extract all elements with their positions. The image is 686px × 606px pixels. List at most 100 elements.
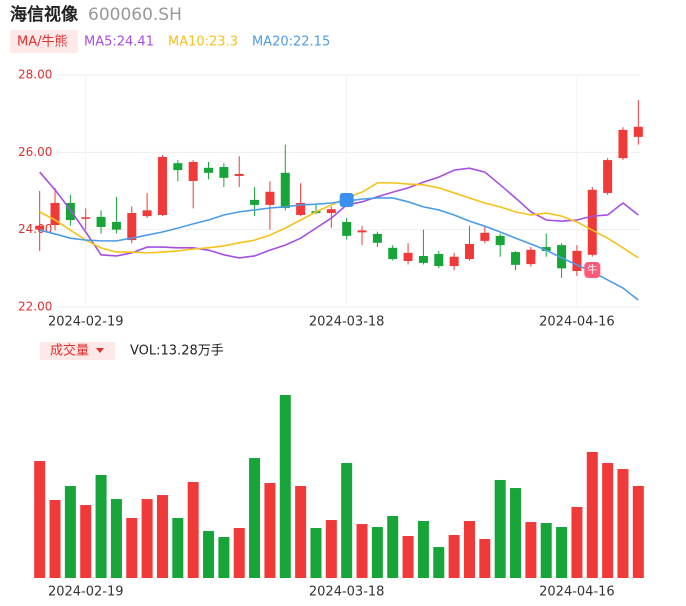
volume-bar	[586, 452, 598, 578]
candle-body	[204, 167, 214, 173]
x-tick-label: 2024-03-18	[309, 315, 385, 330]
volume-bar	[448, 534, 460, 578]
candle-body	[418, 255, 428, 263]
volume-bar	[556, 527, 568, 578]
candle-body	[372, 233, 382, 243]
candle-body	[342, 221, 352, 236]
candle-body	[111, 221, 121, 230]
volume-bar	[356, 524, 368, 578]
candle-body	[65, 202, 75, 220]
x-tick-label: 2024-04-16	[539, 585, 615, 600]
volume-bar	[341, 463, 353, 578]
signal-label: 牛	[587, 263, 597, 276]
volume-bar	[494, 479, 506, 578]
candle-body	[157, 156, 167, 215]
candle-body	[357, 230, 367, 233]
candle-body	[603, 160, 613, 193]
signal-icon	[339, 193, 354, 207]
volume-bar	[371, 527, 383, 578]
volume-bar	[264, 483, 276, 578]
indicator-label[interactable]: MA/牛熊	[17, 34, 68, 50]
volume-bar	[510, 488, 522, 578]
candle-body	[618, 129, 628, 159]
volume-bar	[433, 547, 445, 578]
volume-bar	[387, 516, 399, 578]
x-tick-label: 2024-02-19	[48, 585, 124, 600]
candle-body	[142, 210, 152, 217]
candle-body	[50, 202, 60, 226]
candle-body	[234, 173, 244, 176]
ma-line	[39, 167, 639, 259]
volume-bar	[49, 500, 61, 578]
volume-label: VOL:13.28万手	[130, 344, 224, 359]
volume-bar	[34, 461, 46, 578]
volume-bar	[540, 523, 552, 578]
volume-bar	[249, 458, 261, 578]
volume-bar	[172, 518, 184, 578]
volume-bar	[632, 486, 644, 578]
candle-body	[388, 247, 398, 260]
ma-line	[39, 197, 639, 301]
volume-bar	[417, 520, 429, 578]
candle-body	[464, 243, 474, 260]
candle-body	[557, 245, 567, 269]
volume-bar	[95, 475, 107, 578]
candle-body	[449, 256, 459, 267]
chart-subtitle: 600060.SH	[88, 5, 182, 25]
y-tick-label: 26.00	[18, 145, 52, 159]
candle-body	[188, 162, 198, 181]
candle-body	[541, 247, 551, 251]
legend-entry: MA20:22.15	[252, 35, 330, 50]
candle-body	[572, 250, 582, 272]
volume-bar	[479, 539, 491, 578]
volume-bar	[233, 527, 245, 578]
candle-body	[633, 126, 643, 137]
chart-title: 海信视像	[10, 4, 79, 25]
legend-entry: MA5:24.41	[84, 35, 154, 50]
candle-body	[219, 167, 229, 178]
volume-bar	[218, 536, 230, 578]
volume-bar	[295, 486, 307, 578]
dropdown-arrow[interactable]	[96, 348, 104, 353]
volume-bar	[126, 518, 138, 578]
volume-bar	[402, 536, 414, 578]
y-tick-label: 28.00	[18, 68, 52, 82]
volume-title[interactable]: 成交量	[50, 343, 89, 359]
candle-body	[495, 235, 505, 246]
volume-bar	[463, 520, 475, 578]
volume-bar	[64, 486, 76, 578]
candle-body	[35, 225, 45, 230]
candle-body	[280, 172, 290, 209]
indicator-button[interactable]	[10, 30, 78, 53]
legend-entry: MA10:23.3	[168, 35, 238, 50]
volume-bar	[310, 527, 322, 578]
x-tick-label: 2024-03-18	[309, 585, 385, 600]
candle-body	[326, 209, 336, 214]
x-tick-label: 2024-02-19	[48, 315, 124, 330]
x-tick-label: 2024-04-16	[539, 315, 615, 330]
candle-body	[403, 252, 413, 261]
candle-body	[480, 232, 490, 241]
candle-body	[173, 163, 183, 171]
signal-icon	[584, 262, 601, 278]
volume-bar	[187, 481, 199, 578]
candle-body	[96, 216, 106, 227]
candle-body	[296, 202, 306, 215]
candle-body	[250, 199, 260, 205]
candle-body	[511, 252, 521, 265]
volume-bar	[602, 463, 614, 578]
volume-bar	[110, 499, 122, 578]
volume-bar	[141, 499, 153, 578]
volume-bar	[203, 531, 215, 578]
volume-bar	[80, 504, 92, 578]
candle-body	[81, 217, 91, 219]
y-tick-label: 22.00	[18, 300, 52, 314]
candle-body	[587, 189, 597, 255]
volume-bar	[279, 395, 291, 578]
volume-bar	[617, 469, 629, 578]
candle-body	[265, 191, 275, 205]
volume-button[interactable]	[40, 342, 115, 360]
volume-bar	[525, 522, 537, 578]
volume-bar	[156, 495, 168, 578]
